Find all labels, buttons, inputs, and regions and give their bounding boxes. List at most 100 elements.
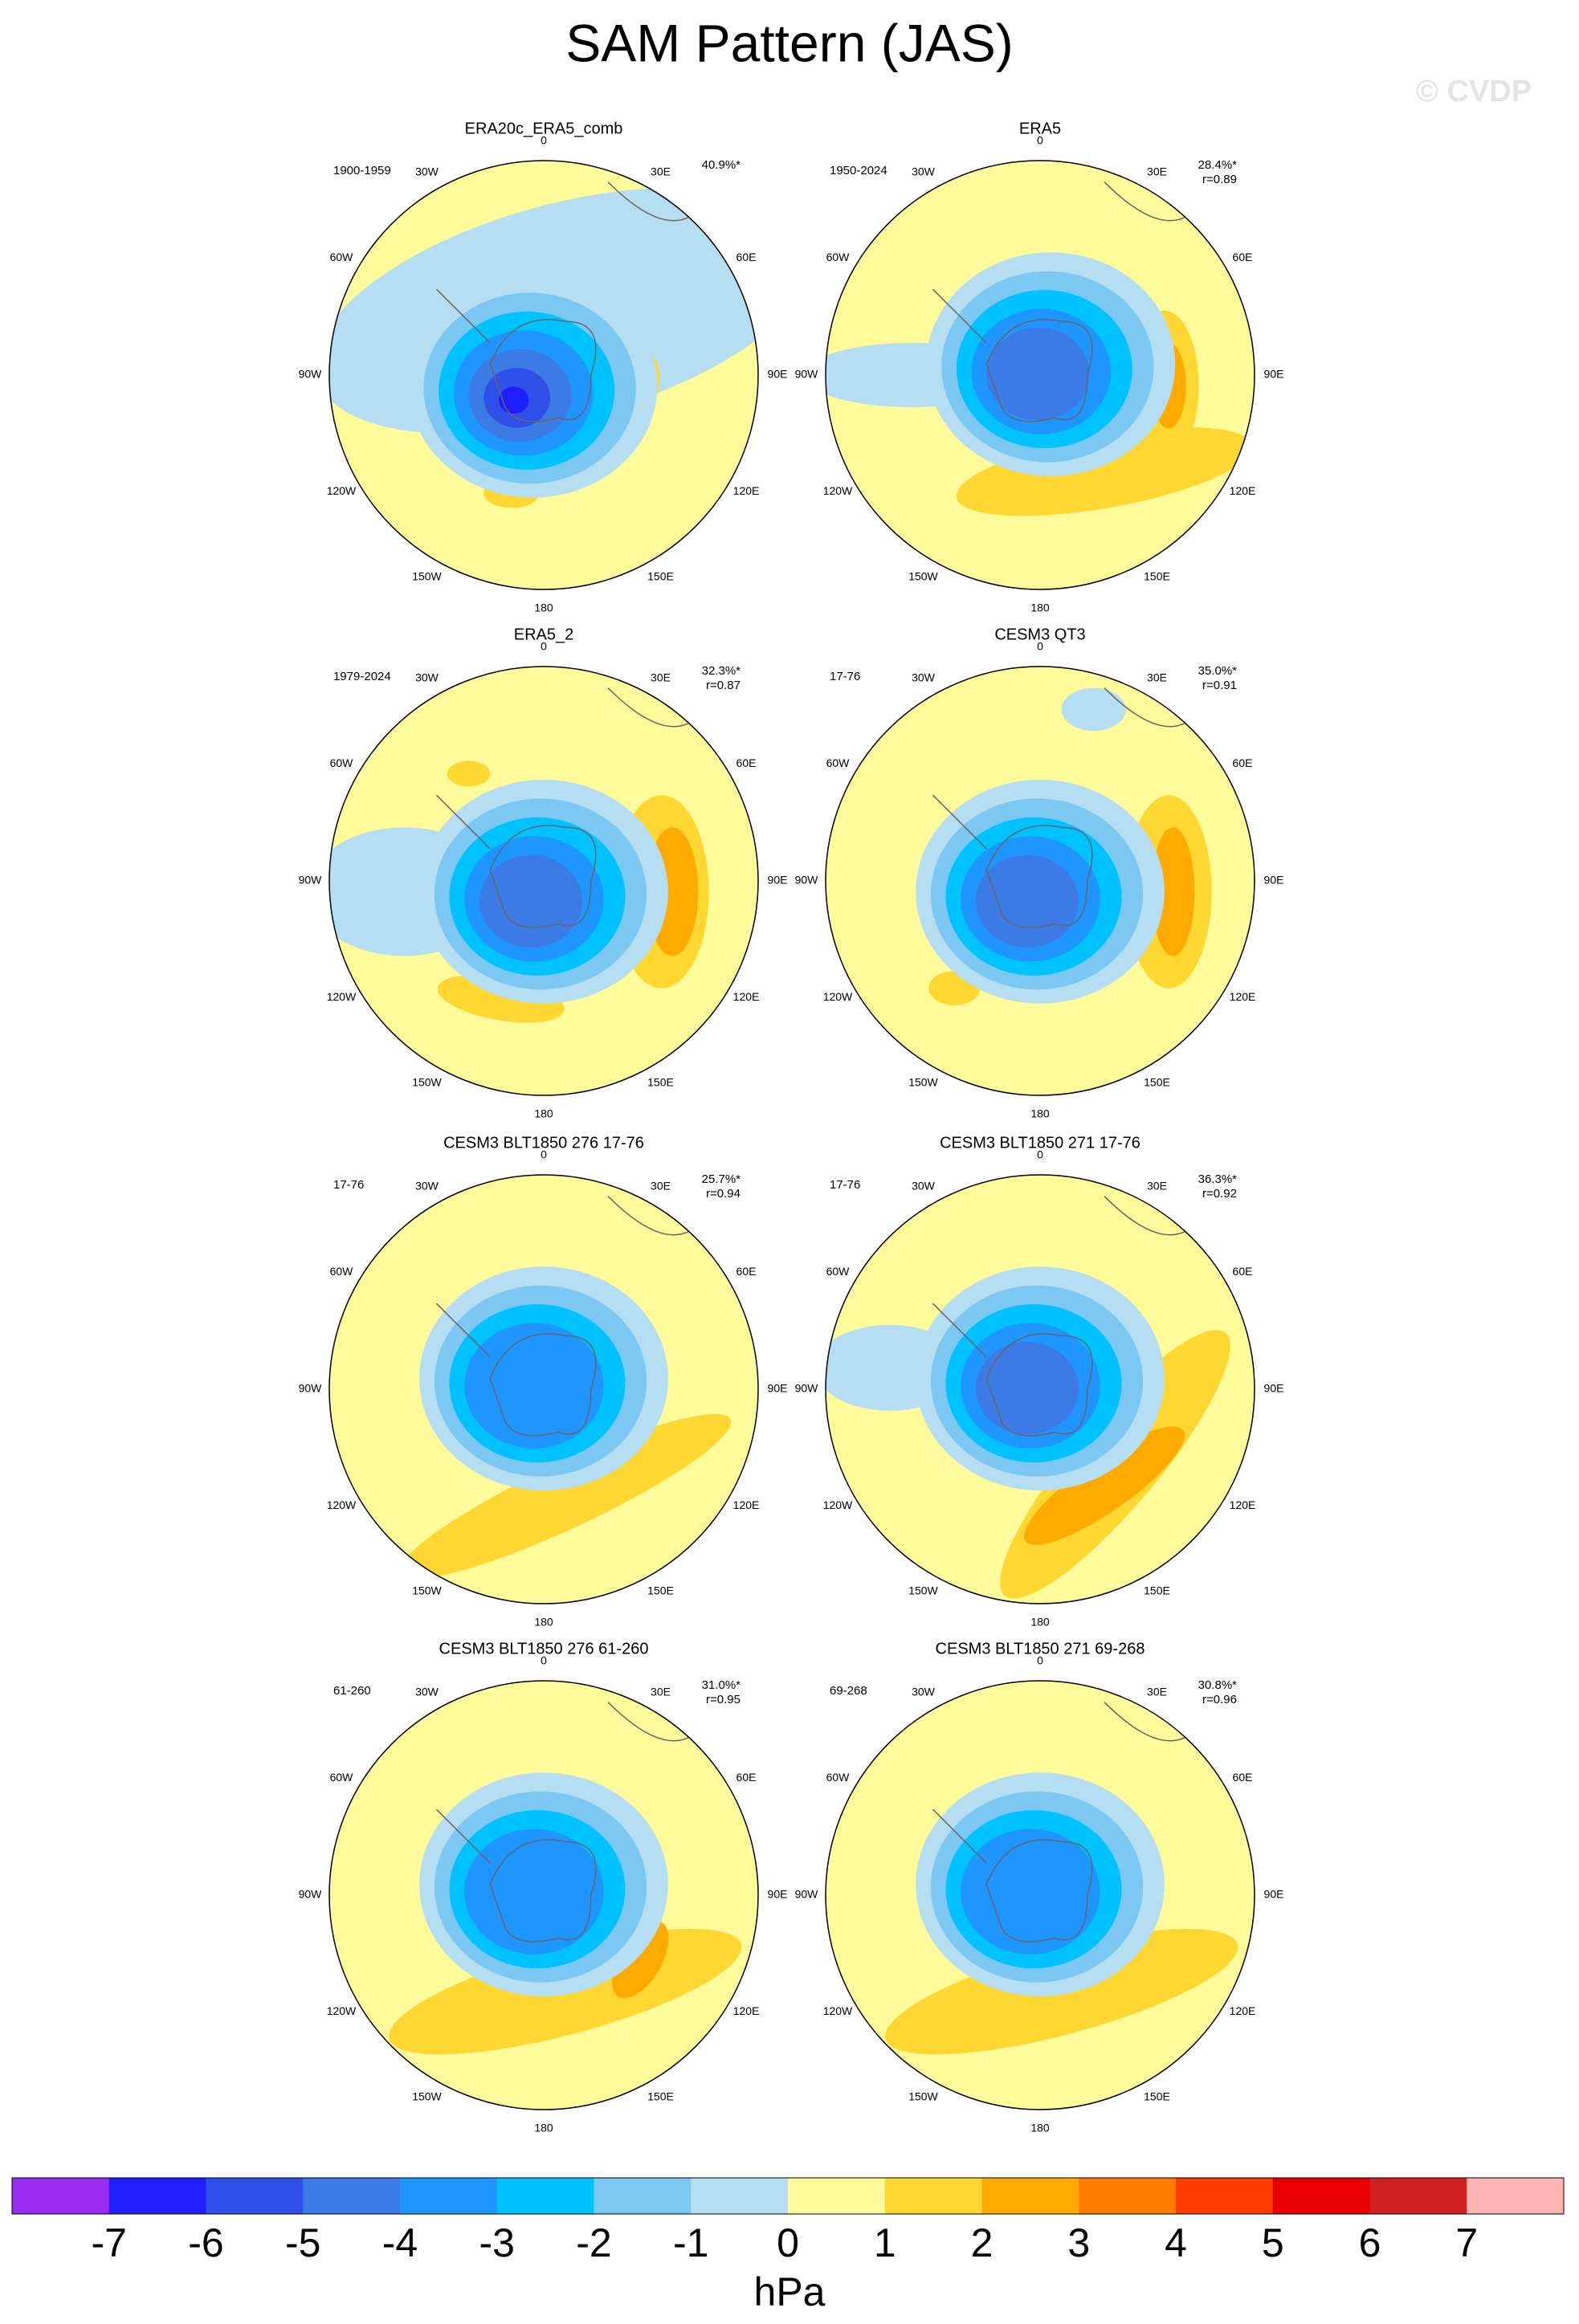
colorbar-label: -2 [576, 2220, 611, 2265]
longitude-label: 90W [795, 874, 819, 887]
panel-variance: 32.3%* [702, 664, 741, 678]
longitude-label: 0 [1037, 1148, 1043, 1161]
panel-title: CESM3 QT3 [994, 626, 1085, 643]
contour-region [479, 854, 583, 948]
panel-title: CESM3 BLT1850 276 17-76 [443, 1134, 644, 1152]
longitude-label: 150E [647, 570, 674, 583]
longitude-label: 120W [327, 484, 357, 497]
colorbar-label: 1 [874, 2220, 896, 2265]
longitude-label: 60E [1233, 1265, 1253, 1278]
longitude-label: 0 [541, 1148, 547, 1161]
longitude-label: 0 [541, 134, 547, 147]
colorbar-box [496, 2178, 594, 2214]
panel-variance: 36.3%* [1198, 1172, 1238, 1186]
panel-period: 17-76 [830, 1178, 860, 1192]
panel-variance: 25.7%* [702, 1172, 741, 1186]
longitude-label: 60W [330, 1265, 354, 1278]
longitude-label: 180 [1030, 601, 1050, 614]
longitude-label: 60W [330, 756, 354, 769]
longitude-label: 60E [736, 756, 757, 769]
coastline [985, 1839, 1093, 1943]
colorbar-box [206, 2178, 304, 2214]
panel-period: 1979-2024 [333, 670, 391, 683]
longitude-label: 120E [733, 990, 760, 1003]
colorbar-label: 0 [777, 2220, 799, 2265]
panel-correlation: r=0.91 [1202, 679, 1237, 692]
panel-title: ERA5 [1019, 120, 1061, 137]
longitude-label: 30E [1147, 1686, 1167, 1698]
longitude-label: 180 [1030, 2122, 1050, 2134]
contour-region [975, 1341, 1079, 1435]
map-border [328, 666, 759, 1096]
longitude-label: 60E [1233, 1771, 1253, 1784]
colorbar-label: -1 [673, 2220, 708, 2265]
longitude-label: 60W [330, 1771, 354, 1784]
colorbar-box [1176, 2178, 1274, 2214]
contour-region [1061, 687, 1126, 732]
coastline [985, 825, 1093, 928]
map-border [328, 160, 759, 590]
longitude-label: 30W [912, 1180, 936, 1193]
panel-variance: 30.8%* [1198, 1678, 1238, 1692]
longitude-label: 120W [823, 990, 853, 1003]
panel-variance: 35.0%* [1198, 664, 1238, 678]
longitude-label: 0 [1037, 640, 1043, 653]
longitude-label: 30E [651, 1180, 671, 1193]
map-border [825, 1174, 1255, 1604]
longitude-label: 90W [795, 1888, 819, 1901]
longitude-label: 120E [1230, 990, 1256, 1003]
coastline [489, 1839, 597, 1943]
panel-period: 1900-1959 [333, 164, 391, 177]
panel-variance: 40.9%* [702, 158, 741, 172]
longitude-label: 0 [541, 640, 547, 653]
longitude-label: 90E [768, 1888, 788, 1901]
panel-variance: 28.4%* [1198, 158, 1238, 172]
longitude-label: 60W [826, 251, 851, 263]
map [826, 1175, 1255, 1604]
colorbar-label: -3 [479, 2220, 515, 2265]
longitude-label: 90W [299, 368, 323, 381]
colorbar-box [1467, 2178, 1565, 2214]
longitude-label: 150E [1144, 570, 1170, 583]
panel-period: 17-76 [830, 670, 860, 683]
longitude-label: 30E [651, 671, 671, 684]
longitude-label: 150W [908, 570, 938, 583]
longitude-label: 150E [1144, 1076, 1170, 1089]
panel-variance: 31.0%* [702, 1678, 741, 1692]
colorbar-box [788, 2178, 886, 2214]
longitude-label: 120W [327, 990, 357, 1003]
colorbar-box [400, 2178, 498, 2214]
colorbar-box [1272, 2178, 1370, 2214]
longitude-label: 30E [1147, 671, 1167, 684]
longitude-label: 180 [1030, 1107, 1050, 1120]
contour-region [464, 1829, 604, 1955]
map [329, 161, 758, 589]
longitude-label: 60W [826, 1771, 851, 1784]
colorbar-unit: hPa [754, 2269, 826, 2314]
longitude-label: 60E [736, 1265, 757, 1278]
panel-period: 17-76 [333, 1178, 364, 1192]
longitude-label: 150W [412, 570, 442, 583]
longitude-label: 30W [912, 671, 936, 684]
longitude-label: 60E [736, 1771, 757, 1784]
coastline [985, 1333, 1093, 1437]
panel-title: ERA20c_ERA5_comb [465, 120, 623, 137]
longitude-label: 150E [1144, 1584, 1170, 1597]
longitude-label: 0 [1037, 1654, 1043, 1667]
longitude-label: 150W [412, 2090, 442, 2103]
colorbar-label: 2 [971, 2220, 994, 2265]
longitude-label: 120E [733, 484, 760, 497]
coastline [489, 1333, 597, 1437]
longitude-label: 180 [1030, 1616, 1050, 1629]
longitude-label: 0 [1037, 134, 1043, 147]
longitude-label: 180 [534, 601, 553, 614]
contour-region [399, 1413, 732, 1580]
coastline [985, 319, 1093, 422]
longitude-label: 30W [415, 165, 439, 178]
contour-region [447, 760, 491, 787]
longitude-label: 90E [768, 1382, 788, 1395]
map-border [825, 160, 1255, 590]
panel-title: CESM3 BLT1850 276 61-260 [439, 1640, 649, 1657]
longitude-label: 90W [795, 1382, 819, 1395]
map [826, 161, 1255, 589]
